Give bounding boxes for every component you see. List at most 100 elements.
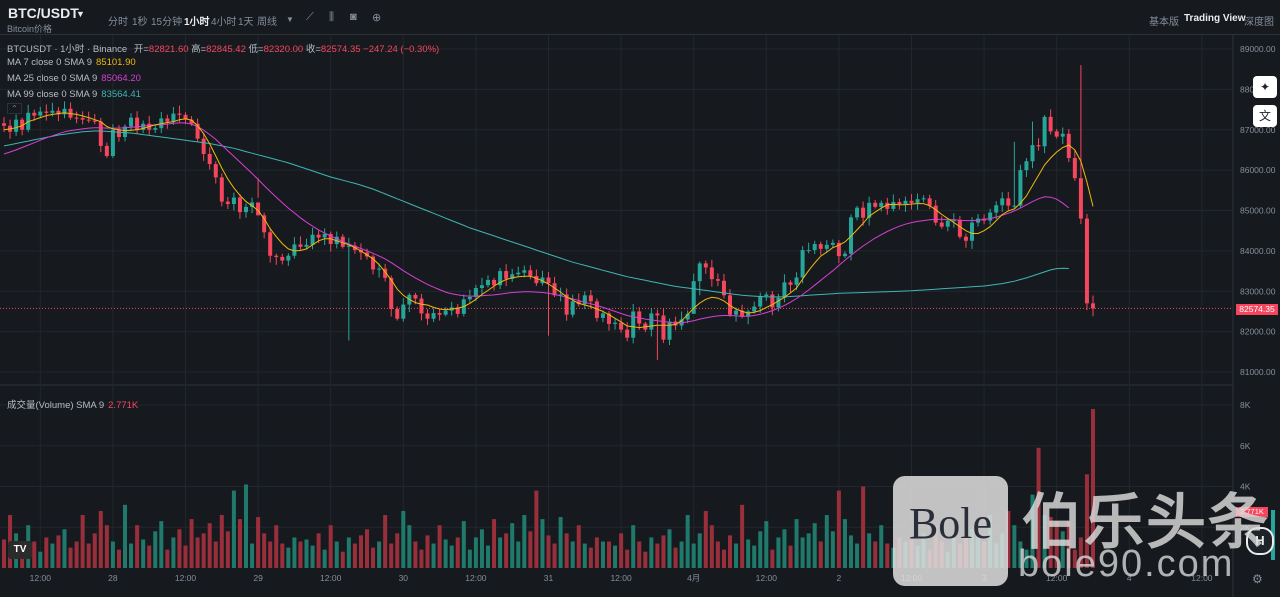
candle-body [619,322,624,330]
view-depth[interactable]: 深度图 [1244,17,1274,28]
volume-bar [153,531,158,568]
candle-body [849,217,853,254]
timeframe-week[interactable]: 周线 [257,17,277,28]
volume-bar [655,543,660,568]
volume-tick-label: 4K [1240,482,1251,492]
candle-body [116,129,121,138]
time-tick-label: 31 [544,573,554,583]
candle-body [1042,116,1047,147]
volume-bar [104,525,109,568]
volume-bar [371,547,376,568]
timeframe-minute[interactable]: 分时 [108,17,128,28]
timeframe-1s[interactable]: 1秒 [132,17,148,28]
translate-icon[interactable]: 文 [1253,105,1277,127]
screenshot-icon[interactable]: ◙ [350,11,357,23]
candle-body [994,205,999,213]
view-basic[interactable]: 基本版 [1149,17,1179,28]
volume-bar [256,517,261,568]
candle-body [1024,161,1029,171]
volume-bar [1054,521,1059,568]
candle-body [667,321,672,340]
candle-body [957,220,962,237]
volume-bar [425,535,430,568]
volume-value: 2.771K [108,400,139,411]
candle-body [522,270,527,273]
candle-body [715,279,720,281]
high-value: 82845.42 [206,44,246,55]
candle-body [274,255,279,257]
add-icon[interactable]: ⊕ [372,12,382,24]
time-tick-label: 2 [837,573,842,583]
volume-bar [800,537,805,568]
candle-body [231,197,236,205]
volume-bar [231,490,236,568]
candle-body [800,250,805,278]
more-timeframes-icon[interactable]: ▼ [286,15,294,24]
candle-body [885,202,890,209]
timeframe-15m[interactable]: 15分钟 [151,17,183,28]
pair-selector[interactable]: BTC/USDT [8,5,79,21]
candle-body [830,242,835,245]
volume-bar [225,531,230,568]
volume-bar [310,545,315,568]
settings-icon[interactable]: ⚙ [1252,572,1263,586]
candle-body [963,236,968,241]
volume-bar [794,519,799,568]
volume-bar [752,545,757,568]
candle-body [685,313,690,320]
timeframe-1d[interactable]: 1天 [238,17,254,28]
ma7-legend[interactable]: MA 7 close 0 SMA 9 85101.90 [7,57,136,68]
volume-bar [758,531,763,568]
price-tick-label: 84000.00 [1240,246,1276,256]
volume-bar [413,541,418,568]
candle-body [473,288,478,297]
time-tick-label: 12:00 [30,573,52,583]
ma99-legend[interactable]: MA 99 close 0 SMA 9 83564.41 [7,89,141,100]
volume-bar [504,533,509,568]
compare-icon[interactable]: ⫼ [329,11,335,23]
help-button[interactable]: H [1246,527,1274,555]
candle-body [250,202,255,207]
collapse-legend-icon[interactable]: ⌃ [7,103,22,114]
timeframe-1h[interactable]: 1小时 [184,17,210,28]
candle-body [56,110,61,115]
volume-bar [340,551,345,568]
volume-bar [407,525,412,568]
candle-body [855,207,860,218]
volume-bar [292,537,297,568]
volume-bar [479,529,484,568]
volume-bar [44,537,49,568]
volume-bar [570,541,575,568]
chevron-down-icon[interactable]: ▼ [76,9,85,19]
volume-bar [679,541,684,568]
timeframe-4h[interactable]: 4小时 [211,17,237,28]
price-tick-label: 86000.00 [1240,165,1276,175]
indicator-icon[interactable]: ⟋ [306,11,314,23]
ma25-legend[interactable]: MA 25 close 0 SMA 9 85064.20 [7,73,141,84]
volume-bar [1084,474,1089,568]
volume-bar [498,537,503,568]
ohlc-legend: BTCUSDT · 1小时 · Binance 开=82821.60 高=828… [7,41,439,55]
volume-bar [219,515,224,568]
volume-bar [703,510,708,568]
candle-body [135,117,140,130]
candle-body [915,199,920,203]
candle-body [945,220,950,227]
candle-body [207,153,212,165]
pair-subtitle: Bitcoin价格 [7,24,53,34]
chart-area[interactable]: 89000.0088000.0087000.0086000.0085000.00… [0,35,1280,597]
view-tradingview[interactable]: Trading View [1184,13,1246,24]
volume-bar [836,490,841,568]
candle-body [806,250,811,252]
candle-body [1000,198,1005,206]
candle-body [1054,131,1059,137]
sparkle-icon[interactable]: ✦ [1253,76,1277,98]
volume-bar [830,531,835,568]
volume-legend[interactable]: 成交量(Volume) SMA 9 2.771K [7,397,138,411]
volume-bar [691,543,696,568]
volume-bar [129,543,134,568]
candle-body [861,207,866,218]
candle-body [1048,116,1053,132]
volume-bar [818,541,823,568]
volume-bar [842,519,847,568]
